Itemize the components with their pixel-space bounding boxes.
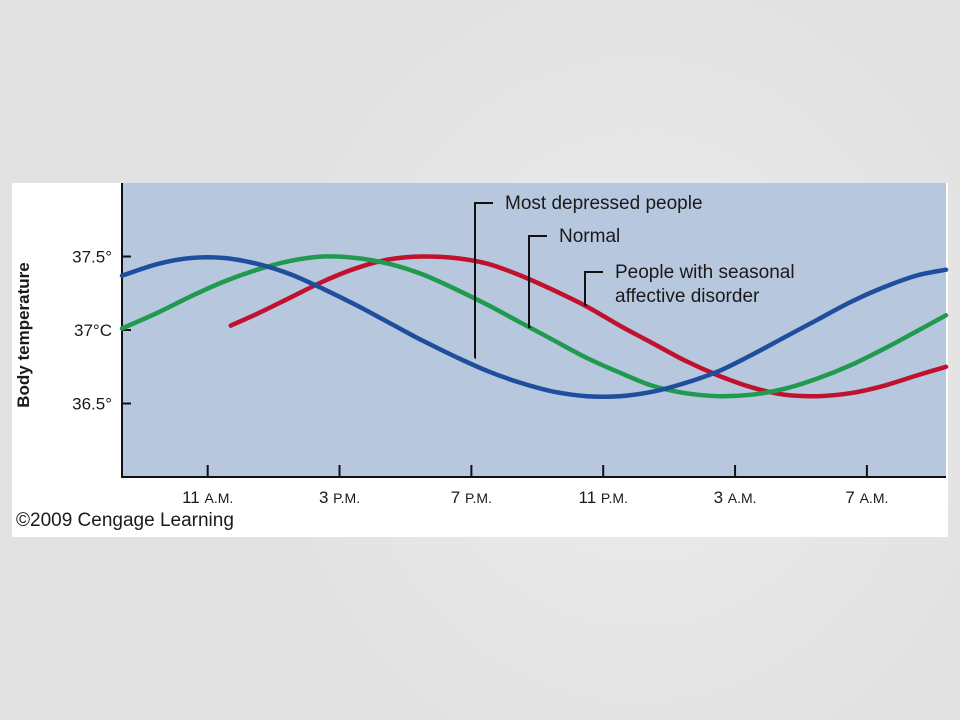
callout-leader-line xyxy=(528,235,547,329)
y-tick-label: 36.5° xyxy=(72,395,112,414)
x-tick-main: 3 xyxy=(319,488,333,507)
x-tick-suffix: A.M. xyxy=(860,490,889,506)
x-tick-main: 11 xyxy=(182,488,204,507)
callout-label: People with seasonal xyxy=(615,262,795,283)
x-tick-suffix: P.M. xyxy=(333,490,360,506)
series-line-seasonal-affective xyxy=(228,254,949,399)
copyright-notice: ©2009 Cengage Learning xyxy=(16,510,234,531)
y-axis-label: Body temperature xyxy=(14,262,33,407)
callout-label: Most depressed people xyxy=(505,193,703,214)
series-line-most-depressed xyxy=(119,255,949,399)
x-tick-label: 11 A.M. xyxy=(182,488,233,507)
x-tick-suffix: P.M. xyxy=(465,490,492,506)
x-tick-suffix: A.M. xyxy=(204,490,233,506)
x-tick-label: 3 A.M. xyxy=(714,488,757,507)
x-tick-label: 11 P.M. xyxy=(579,488,628,507)
y-tick-label: 37.5° xyxy=(72,248,112,267)
x-tick-main: 7 xyxy=(845,488,859,507)
callout-annotations: Most depressed people Normal People with s… xyxy=(474,193,795,359)
series-line-normal xyxy=(119,254,949,399)
x-tick-suffix: P.M. xyxy=(601,490,628,506)
series-lines xyxy=(119,254,949,399)
y-tick-label: 37°C xyxy=(74,321,112,340)
x-tick-main: 3 xyxy=(714,488,728,507)
callout-label: affective disorder xyxy=(615,286,760,307)
callout-label: Normal xyxy=(559,226,620,247)
callout-leader-line xyxy=(584,271,603,306)
callout-leader-line xyxy=(474,202,493,359)
x-tick-label: 7 A.M. xyxy=(845,488,888,507)
x-axis-ticks: 11 A.M. 3 P.M. 7 P.M. 11 P.M. 3 A.M. 7 A.M. xyxy=(182,465,888,507)
x-tick-main: 11 xyxy=(579,488,601,507)
x-tick-label: 7 P.M. xyxy=(451,488,492,507)
x-tick-main: 7 xyxy=(451,488,465,507)
x-tick-suffix: A.M. xyxy=(728,490,757,506)
x-tick-label: 3 P.M. xyxy=(319,488,360,507)
